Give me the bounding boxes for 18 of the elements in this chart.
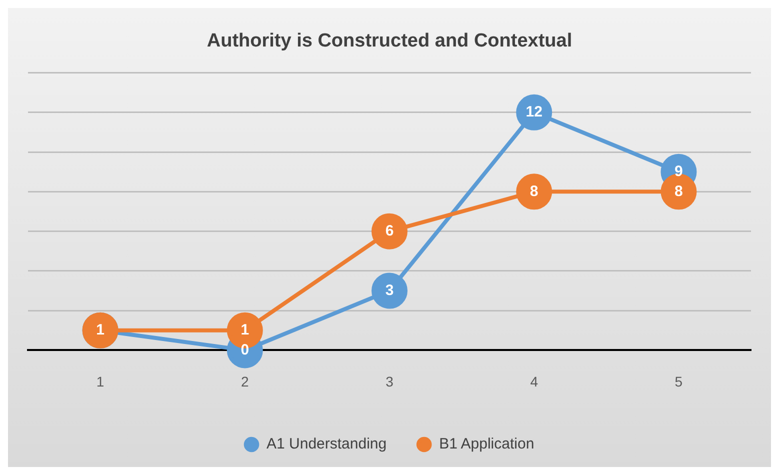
x-tick-label: 2	[241, 373, 249, 390]
data-label: 1	[96, 322, 104, 339]
point	[372, 213, 408, 250]
legend-label: A1 Understanding	[266, 436, 387, 453]
point	[516, 174, 552, 210]
data-label: 6	[385, 222, 394, 240]
chart-title: Authority is Constructed and Contextual	[206, 30, 572, 52]
data-label: 8	[674, 182, 683, 200]
x-tick-label: 4	[530, 373, 538, 390]
legend-label: B1 Application	[439, 436, 534, 453]
x-tick-label: 5	[674, 373, 683, 390]
x-tick-label: 1	[96, 373, 104, 390]
data-label: 12	[526, 104, 542, 121]
data-label: 3	[385, 282, 394, 299]
x-tick-label: 3	[386, 373, 394, 390]
data-label: 1	[240, 322, 250, 339]
data-label: 8	[530, 182, 538, 200]
point	[372, 272, 408, 309]
